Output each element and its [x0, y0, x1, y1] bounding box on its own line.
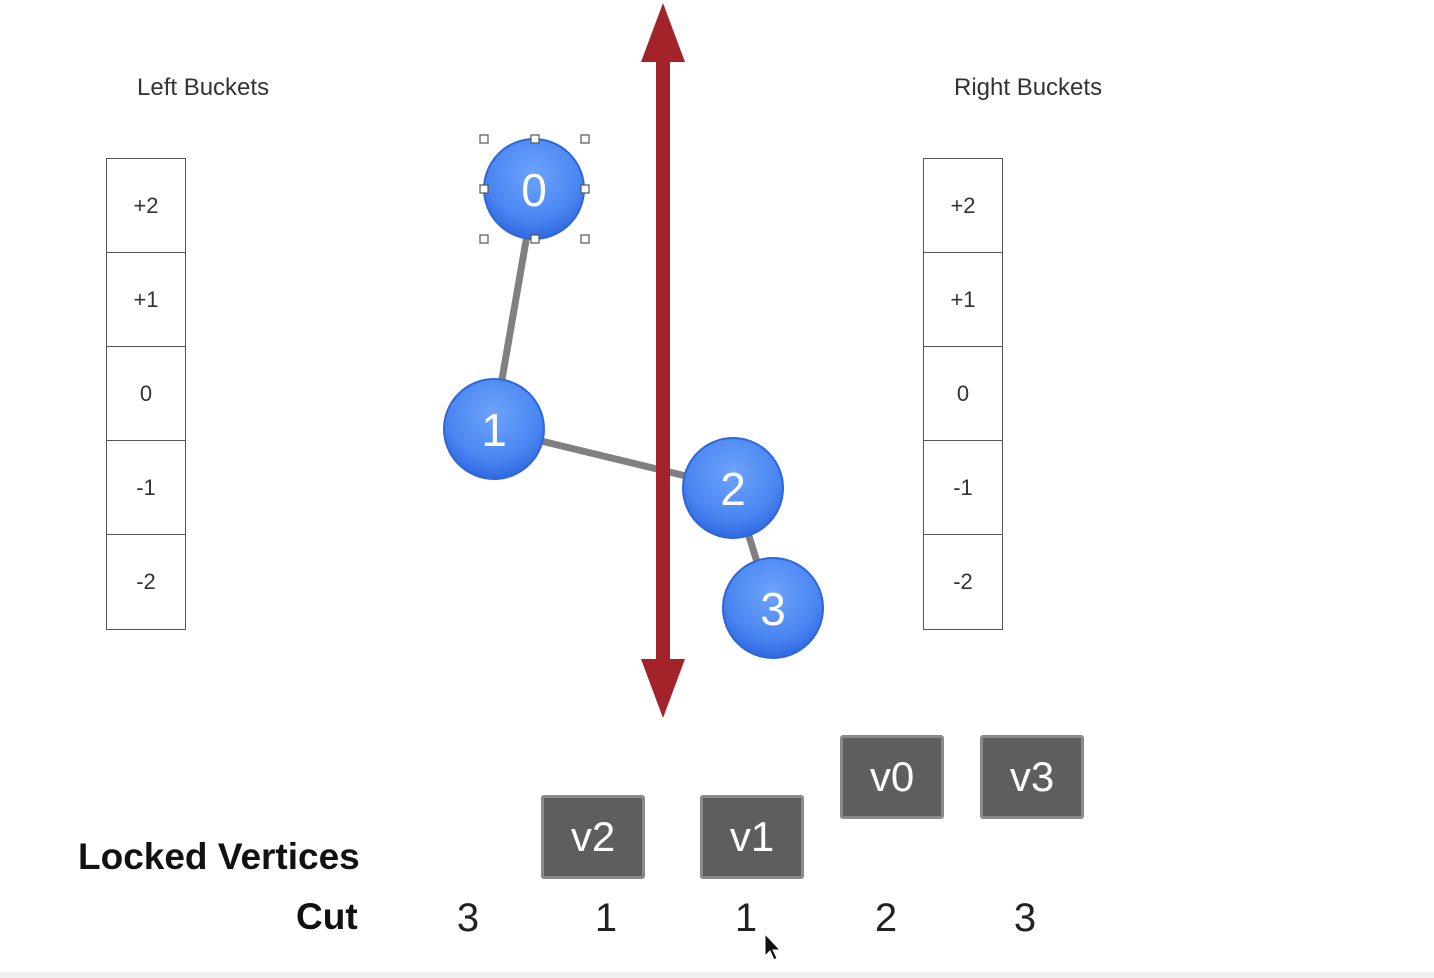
- cursor-icon: [764, 932, 782, 961]
- node-2[interactable]: 2: [682, 437, 784, 539]
- node-label: 2: [720, 463, 746, 515]
- right-bucket-cell: 0: [924, 347, 1002, 441]
- left-bucket-cell: +2: [107, 159, 185, 253]
- right-bucket-cell: -2: [953, 569, 973, 594]
- cut-line: [641, 3, 685, 718]
- locked-vertices-label: Locked Vertices: [78, 836, 360, 877]
- locked-vertex-v1[interactable]: v1: [700, 795, 804, 879]
- selection-handle[interactable]: [580, 234, 590, 244]
- cut-value: 2: [874, 896, 898, 940]
- node-label: 3: [760, 583, 786, 635]
- node-label: 1: [481, 404, 507, 456]
- selection-handles[interactable]: [479, 134, 590, 244]
- right-bucket-cell: +1: [924, 253, 1002, 347]
- selection-handle[interactable]: [580, 134, 590, 144]
- selection-handle[interactable]: [530, 134, 540, 144]
- cut-value: 3: [456, 896, 480, 940]
- node-1[interactable]: 1: [443, 378, 545, 480]
- selection-handle[interactable]: [479, 134, 489, 144]
- node-3[interactable]: 3: [722, 557, 824, 659]
- locked-vertex-v0[interactable]: v0: [840, 735, 944, 819]
- selection-handle[interactable]: [479, 184, 489, 194]
- arrow-up-icon: [641, 3, 685, 62]
- left-bucket-cell: -2: [136, 569, 156, 594]
- left-bucket-cell: -1: [107, 441, 185, 535]
- left-bucket-cell: 0: [107, 347, 185, 441]
- node-0[interactable]: 0: [483, 138, 585, 240]
- arrow-down-icon: [641, 659, 685, 718]
- locked-vertex-v3[interactable]: v3: [980, 735, 1084, 819]
- cut-value: 1: [734, 896, 758, 940]
- cut-value: 1: [594, 896, 618, 940]
- edge-2-3: [744, 531, 762, 567]
- edge-0-1: [497, 234, 531, 386]
- left-buckets-title: Left Buckets: [137, 74, 270, 101]
- left-bucket-list: +2 +1 0 -1 -2: [106, 158, 186, 630]
- left-bucket-cell: +1: [107, 253, 185, 347]
- locked-vertex-v2[interactable]: v2: [541, 795, 645, 879]
- selection-handle[interactable]: [530, 234, 540, 244]
- selection-handle[interactable]: [479, 234, 489, 244]
- cut-value: 3: [1013, 896, 1037, 940]
- cut-label: Cut: [296, 896, 358, 937]
- node-label: 0: [521, 164, 547, 216]
- selection-handle[interactable]: [580, 184, 590, 194]
- right-bucket-cell: -1: [924, 441, 1002, 535]
- bottom-strip: [0, 972, 1434, 978]
- right-bucket-cell: +2: [924, 159, 1002, 253]
- right-buckets-title: Right Buckets: [954, 74, 1103, 101]
- right-bucket-list: +2 +1 0 -1 -2: [923, 158, 1003, 630]
- cut-line-shaft: [656, 58, 670, 664]
